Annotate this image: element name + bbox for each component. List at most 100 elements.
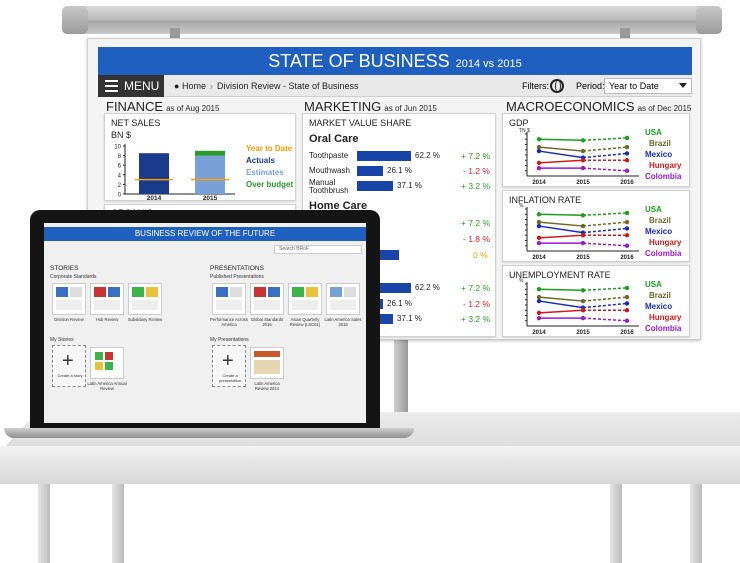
y-tick-label: 0 [118,193,122,199]
x-tick-label: 2014 [147,195,162,200]
share-change: + 7.2 % [461,151,491,161]
menu-button[interactable]: MENU [98,75,164,97]
thumbnail[interactable] [250,283,284,315]
series-point [536,287,542,292]
globe-icon[interactable] [550,79,564,93]
x-tick-label: 2014 [532,330,546,336]
thumbnail[interactable] [326,283,360,315]
series-point [580,148,586,154]
create-story-button[interactable]: + Create a story [52,345,86,387]
series-line [538,309,584,314]
series-line [538,225,584,234]
legend-country: Brazil [649,216,671,225]
table-leg [112,484,124,563]
gdp-card[interactable]: GDP TN $ 2014 2015 2016 USA Brazil Mexico Hung… [502,113,690,187]
unemployment-chart: % 2014 2015 2016 [519,278,639,336]
table-leg [610,484,622,563]
create-presentation-label: Create a presentation [218,373,241,383]
legend-ytd: Year to Date [246,144,293,153]
series-point [624,151,630,156]
legend-country: Hungary [649,313,682,322]
presentation-thumb-latam[interactable] [250,347,284,379]
share-bar [357,151,411,161]
series-forecast-line [582,137,628,142]
macro-heading-text: MACROECONOMICS [506,99,635,114]
series-point [580,288,586,293]
series-line [538,296,584,302]
series-point [536,235,542,241]
thumbnail[interactable] [90,283,124,315]
share-bar [357,166,383,176]
series-point [580,165,586,171]
filters-label: Filters: [522,81,549,91]
y-tick-label: 6 [118,164,122,170]
story-thumb-latam[interactable] [90,347,124,379]
period-select[interactable]: Year to Date [604,78,692,94]
series-point [536,240,542,246]
share-change: + 7.2 % [461,283,491,293]
finance-asof: as of Aug 2015 [166,104,220,113]
share-change: - 1.8 % [463,234,490,244]
share-change: + 7.2 % [461,218,491,228]
thumbnail[interactable] [288,283,322,315]
dashboard-title-sub: 2014 vs 2015 [455,58,522,70]
legend-over-budget: Over budget [246,180,294,189]
legend-country: Mexico [645,150,673,159]
period-value: Year to Date [609,81,659,91]
laptop-app-title: BUSINESS REVIEW OF THE FUTURE [44,227,366,241]
legend-estimates: Estimates [246,168,284,177]
nav-bar: MENU ● Home › Division Review - State of B… [98,75,692,97]
period-label: Period: [576,81,605,91]
create-story-label: Create a story [57,373,83,378]
share-change: - 1.2 % [463,166,490,176]
thumbnail[interactable] [212,283,246,315]
net-sales-card[interactable]: NET SALES BN $ 0 2 4 6 8 10 2014 2015 Year to D… [104,113,296,201]
y-tick-label: 2 [118,183,122,189]
series-point [580,138,586,143]
inflation-card[interactable]: INFLATION RATE % 2014 2015 2016 USA Brazil Me… [502,190,690,262]
thumbnail[interactable] [52,283,86,315]
thumbnail[interactable] [128,283,162,315]
axis-unit: % [519,278,524,284]
series-forecast-line [582,212,628,217]
series-line [538,234,584,239]
menu-label: MENU [124,79,160,93]
roller-cap [62,6,88,34]
series-forecast-line [582,242,628,247]
roller-cap [696,6,722,34]
series-forecast-line [582,152,628,159]
series-point [624,158,630,163]
series-point [536,298,542,304]
thumbnail-caption: Hub Review [95,317,119,322]
series-point [536,219,542,225]
net-sales-chart: 0 2 4 6 8 10 2014 2015 [114,144,235,200]
legend-country: USA [645,205,662,214]
x-tick-label: 2016 [620,255,634,261]
legend-country: Hungary [649,238,682,247]
home-care-heading: Home Care [309,200,368,212]
series-line [538,138,584,142]
legend-country: Colombia [645,172,682,181]
legend-country: Colombia [645,324,682,333]
create-presentation-button[interactable]: + Create a presentation [212,345,246,387]
search-input[interactable]: Search BRoF [274,245,362,254]
series-point [624,226,630,231]
unemployment-title: UNEMPLOYMENT RATE [509,270,611,280]
story-thumb-caption: Latin America Annual Review [87,381,127,391]
legend-country: USA [645,128,662,137]
unemployment-card[interactable]: UNEMPLOYMENT RATE % 2014 2015 2016 USA Brazi… [502,265,690,337]
series-forecast-line [582,146,628,152]
home-icon: ● [174,81,180,91]
x-tick-label: 2014 [532,255,546,261]
laptop: BUSINESS REVIEW OF THE FUTURE Search BRo… [30,210,380,432]
y-tick-label: 10 [114,145,121,151]
series-forecast-line [582,317,628,322]
x-tick-label: 2015 [203,195,218,200]
series-line [538,288,584,292]
thumbnail-caption: Latin America Sales 2016 [324,317,362,327]
legend-country: Brazil [649,139,671,148]
series-point [580,315,586,321]
breadcrumb-home[interactable]: Home [181,81,206,91]
share-value: 26.1 % [387,299,412,308]
